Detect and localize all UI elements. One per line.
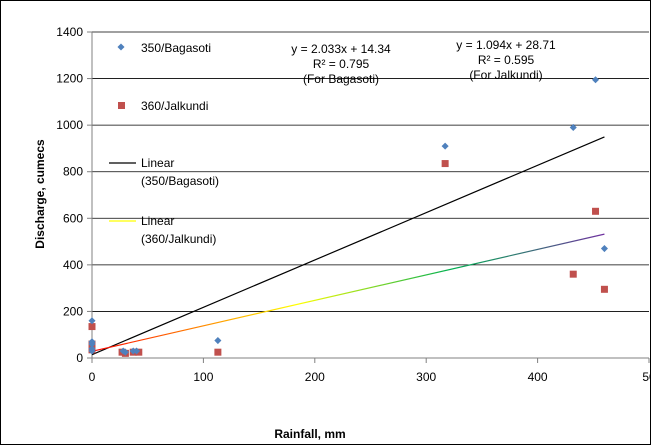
equation-jalkundi-line3: (For Jalkundi)	[469, 68, 542, 82]
equation-bagasoti: y = 2.033x + 14.34 R² = 0.795 (For Bagas…	[291, 42, 391, 86]
equation-jalkundi-line1: y = 1.094x + 28.71	[456, 38, 556, 52]
legend-label-trend-bagasoti-1: Linear	[141, 156, 174, 170]
y-tick-label-1200: 1200	[56, 72, 83, 86]
y-tick-label-1400: 1400	[56, 25, 83, 39]
point-jalkundi-11	[592, 207, 600, 215]
legend-label-bagasoti: 350/Bagasoti	[141, 41, 211, 55]
point-jalkundi-9	[441, 160, 449, 168]
point-jalkundi-8	[214, 348, 222, 356]
x-tick-label-300: 300	[416, 370, 436, 384]
x-tick-label-500: 50	[642, 370, 651, 384]
x-tick-label-0: 0	[89, 370, 96, 384]
legend-label-jalkundi: 360/Jalkundi	[141, 99, 208, 113]
trendlines	[91, 136, 605, 356]
point-bagasoti-6	[121, 348, 129, 356]
point-bagasoti-4	[88, 347, 96, 355]
legend-label-trend-jalkundi-2: (360/Jalkundi)	[141, 232, 216, 246]
equation-bagasoti-line1: y = 2.033x + 14.34	[291, 42, 391, 56]
point-bagasoti-2	[88, 340, 96, 348]
equation-bagasoti-line2: R² = 0.795	[313, 57, 370, 71]
legend-label-trend-bagasoti-2: (350/Bagasoti)	[141, 174, 219, 188]
point-bagasoti-13	[600, 245, 608, 253]
trendline-bagasoti	[91, 136, 605, 356]
y-tick-label-600: 600	[63, 211, 83, 225]
legend-marker-jalkundi	[118, 102, 125, 109]
y-tick-label-800: 800	[63, 165, 83, 179]
legend-label-trend-jalkundi-1: Linear	[141, 214, 174, 228]
equation-jalkundi: y = 1.094x + 28.71 R² = 0.595 (For Jalku…	[456, 38, 556, 82]
y-tick-label-400: 400	[63, 258, 83, 272]
point-bagasoti-11	[569, 123, 577, 132]
point-bagasoti-0	[88, 317, 96, 325]
point-jalkundi-0	[88, 323, 96, 331]
trendline-jalkundi	[91, 233, 605, 352]
y-axis-title: Discharge, cumecs	[33, 139, 47, 249]
x-tick-label-100: 100	[193, 370, 213, 384]
x-tick-label-200: 200	[305, 370, 325, 384]
x-tick-label-400: 400	[528, 370, 548, 384]
gridlines	[92, 31, 649, 312]
y-tick-label-200: 200	[63, 304, 83, 318]
point-jalkundi-12	[600, 285, 608, 293]
point-bagasoti-9	[214, 337, 222, 345]
data-points	[88, 76, 608, 357]
point-jalkundi-10	[569, 270, 577, 278]
equation-bagasoti-line3: (For Bagasoti)	[303, 72, 379, 86]
x-axis-title: Rainfall, mm	[274, 427, 345, 441]
y-tick-label-0: 0	[76, 351, 83, 365]
axes	[87, 31, 650, 363]
legend: 350/Bagasoti 360/Jalkundi Linear (350/Ba…	[109, 41, 219, 246]
y-tick-label-1000: 1000	[56, 118, 83, 132]
equation-jalkundi-line2: R² = 0.595	[478, 53, 535, 67]
point-bagasoti-12	[591, 76, 600, 84]
point-bagasoti-10	[441, 142, 449, 150]
tick-labels: 0 200 400 600 800 1000 1200 1400 0 100 200 300 400 50	[56, 25, 651, 384]
legend-marker-bagasoti	[117, 43, 125, 51]
point-bagasoti-8	[133, 347, 141, 355]
